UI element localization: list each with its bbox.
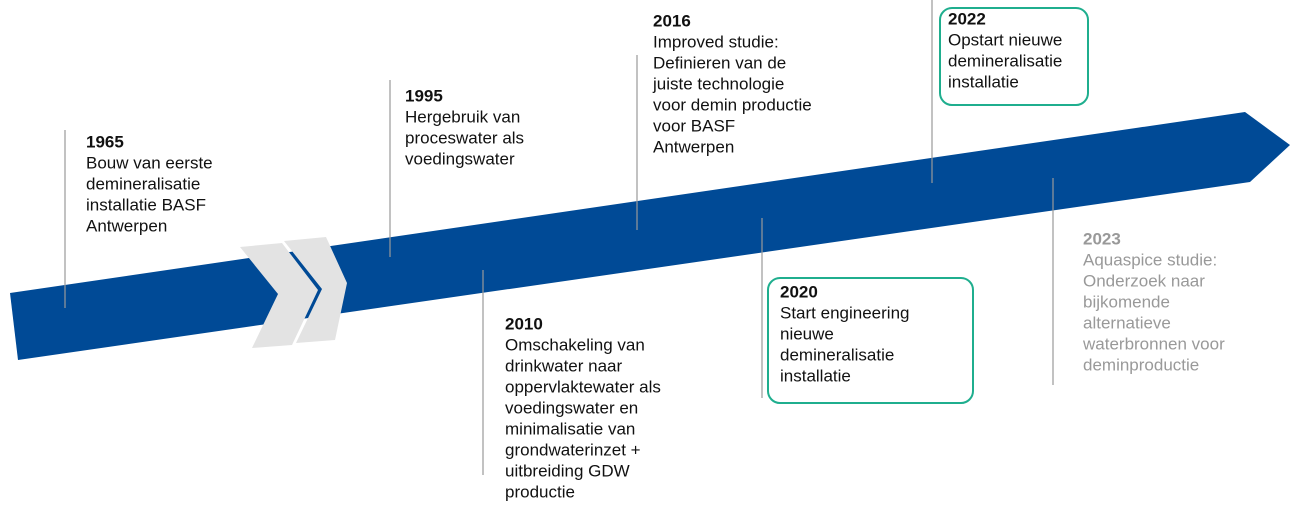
event-text: deminproductie bbox=[1083, 355, 1199, 374]
vertical-lines bbox=[64, 0, 1054, 475]
event-text: Bouw van eerste bbox=[86, 153, 213, 172]
event-text: waterbronnen voor bbox=[1082, 334, 1225, 353]
event-text: Hergebruik van bbox=[405, 107, 520, 126]
event-text: demineralisatie bbox=[780, 345, 894, 364]
event-text: installatie BASF bbox=[86, 195, 206, 214]
event-text: nieuwe bbox=[780, 324, 834, 343]
chevron bbox=[284, 237, 347, 343]
event-text: uitbreiding GDW bbox=[505, 461, 630, 480]
event-text: Onderzoek naar bbox=[1083, 271, 1205, 290]
event-text: Antwerpen bbox=[653, 137, 734, 156]
event-text: Opstart nieuwe bbox=[948, 30, 1062, 49]
event-text: productie bbox=[505, 482, 575, 501]
event-year: 1995 bbox=[405, 86, 443, 105]
event-text: alternatieve bbox=[1083, 313, 1171, 332]
event-text: voor BASF bbox=[653, 116, 735, 135]
event-year: 2022 bbox=[948, 9, 986, 28]
event-text: installatie bbox=[780, 366, 851, 385]
event-text: Definieren van de bbox=[653, 53, 786, 72]
event-text: Antwerpen bbox=[86, 216, 167, 235]
highlight-box bbox=[767, 277, 974, 404]
event-text: juiste technologie bbox=[652, 74, 784, 93]
event-text: minimalisatie van bbox=[505, 419, 635, 438]
event-text: Aquaspice studie: bbox=[1083, 250, 1217, 269]
event-text: Start engineering bbox=[780, 303, 909, 322]
event-text: demineralisatie bbox=[86, 174, 200, 193]
event-text: voedingswater en bbox=[505, 398, 638, 417]
event-text: Omschakeling van bbox=[505, 335, 645, 354]
event-year: 1965 bbox=[86, 132, 124, 151]
event-text: proceswater als bbox=[405, 128, 524, 147]
event-text: installatie bbox=[948, 72, 1019, 91]
highlight-box bbox=[939, 7, 1089, 106]
event-text: demineralisatie bbox=[948, 51, 1062, 70]
event-text: voor demin productie bbox=[653, 95, 812, 114]
event-year: 2016 bbox=[653, 11, 691, 30]
event-text: bijkomende bbox=[1083, 292, 1170, 311]
event-text: oppervlaktewater als bbox=[505, 377, 661, 396]
chevron bbox=[240, 243, 318, 348]
event-text: voedingswater bbox=[405, 149, 515, 168]
event-text: drinkwater naar bbox=[505, 356, 623, 375]
event-text: grondwaterinzet + bbox=[505, 440, 641, 459]
event-year: 2023 bbox=[1083, 229, 1121, 248]
event-year: 2020 bbox=[780, 282, 818, 301]
event-text: Improved studie: bbox=[653, 32, 779, 51]
event-year: 2010 bbox=[505, 314, 543, 333]
